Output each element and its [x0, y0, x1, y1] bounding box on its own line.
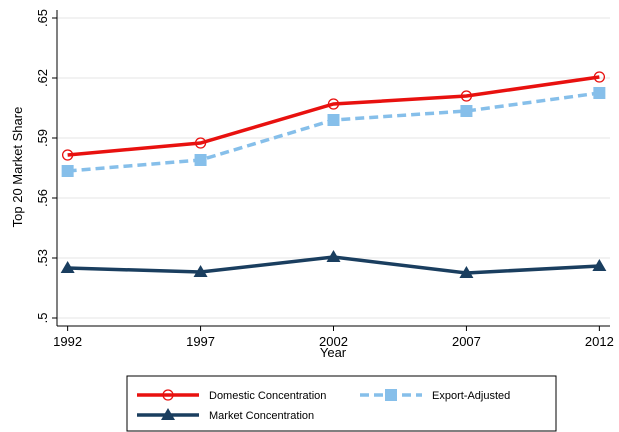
x-tick-label: 1997	[186, 334, 215, 349]
legend-label: Export-Adjusted	[432, 390, 510, 402]
marker	[194, 137, 207, 149]
marker	[326, 250, 341, 262]
y-tick-label: .56	[35, 189, 50, 207]
marker	[460, 105, 473, 117]
marker	[460, 90, 473, 102]
y-tick-label: .65	[35, 9, 50, 27]
marker	[61, 165, 74, 177]
marker	[593, 71, 606, 83]
x-tick-label: 1992	[53, 334, 82, 349]
marker	[593, 87, 606, 99]
y-tick-label: .62	[35, 69, 50, 87]
marker	[194, 154, 207, 166]
x-tick-label: 2012	[585, 334, 614, 349]
series-line	[67, 75, 600, 157]
marker	[592, 259, 607, 271]
legend-marker	[162, 389, 174, 401]
marker	[459, 266, 474, 278]
marker	[61, 149, 74, 161]
marker	[193, 265, 208, 277]
x-axis-label: Year	[320, 345, 347, 360]
legend-label: Market Concentration	[209, 410, 314, 422]
y-tick-label: .5	[35, 313, 50, 324]
y-tick-label: .59	[35, 129, 50, 147]
y-axis-label: Top 20 Market Share	[10, 107, 25, 228]
x-tick-label: 2007	[452, 334, 481, 349]
x-tick-label: 2002	[319, 334, 348, 349]
legend-marker	[385, 389, 397, 401]
marker	[327, 98, 340, 110]
legend-label: Domestic Concentration	[209, 390, 326, 402]
marker	[60, 261, 75, 273]
legend-box	[126, 375, 557, 432]
y-tick-label: .53	[35, 249, 50, 267]
marker	[327, 114, 340, 126]
legend-marker	[161, 408, 175, 420]
